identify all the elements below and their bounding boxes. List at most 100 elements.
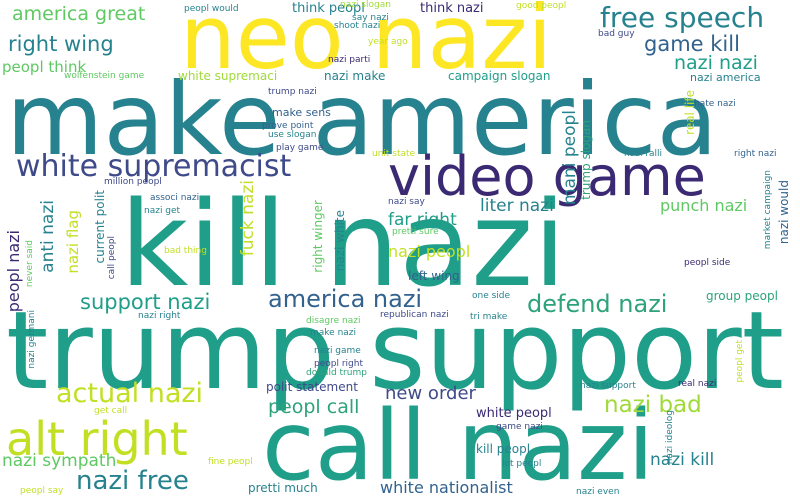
word-far-right: far right: [388, 210, 457, 230]
word-left-wing: left wing: [408, 269, 460, 283]
word-trump-nazi: trump nazi: [268, 87, 317, 97]
word-pretti-sure: pretti sure: [392, 227, 439, 237]
word-nazi-white: nazi white: [333, 210, 347, 272]
word-real-nazi: real nazi: [678, 379, 717, 389]
word-nazi-even: nazi even: [576, 487, 620, 497]
word-campaign-slogan: campaign slogan: [448, 69, 551, 83]
word-liter-nazi: liter nazi: [480, 196, 554, 216]
word-group-peopl: group peopl: [706, 289, 778, 303]
word-real-life: real life: [683, 90, 697, 135]
word-kill-nazi: kill nazi: [120, 175, 567, 313]
word-get-call: get call: [94, 406, 128, 416]
word-right-winger: right winger: [311, 200, 325, 273]
word-trump-support: trump support: [6, 289, 784, 414]
word-bad-guy: bad guy: [598, 29, 635, 39]
word-peopl-get: peopl get: [735, 340, 745, 383]
word-actual-nazi: actual nazi: [56, 378, 204, 409]
word-nazi-nazi: nazi nazi: [674, 52, 758, 74]
word-anti-nazi: anti nazi: [38, 200, 58, 273]
word-hate-nazi: hate nazi: [694, 99, 736, 109]
word-nazi-peopl: nazi peopl: [388, 242, 471, 261]
word-current-polit: current polit: [93, 190, 107, 264]
word-fuck-nazi: fuck nazi: [238, 180, 258, 257]
word-market-campaign: market campaign: [763, 170, 773, 250]
word-wolfenstein-game: wolfenstein game: [64, 71, 145, 81]
word-mani-peopl: mani peopl: [560, 110, 580, 206]
word-donald-trump: donald trump: [306, 368, 367, 378]
word-alt-right: alt right: [6, 412, 188, 466]
word-call-nazi: call nazi: [262, 390, 655, 500]
word-prove-point: prove point: [262, 121, 314, 131]
word-peopl-side: peopl side: [684, 258, 731, 268]
word-play-game: play game: [276, 143, 324, 153]
word-nazi-sympath: nazi sympath: [2, 451, 117, 471]
word-nazi-would: nazi would: [777, 180, 791, 245]
word-kill-peopl: kill peopl: [476, 442, 531, 456]
word-republican-nazi: republican nazi: [380, 310, 449, 320]
word-punch-nazi: punch nazi: [660, 196, 748, 215]
word-right-wing: right wing: [8, 32, 114, 56]
word-never-said: never said: [25, 240, 35, 288]
word-nazi-ideolog: nazi ideolog: [665, 410, 675, 465]
word-video-game: video game: [388, 145, 706, 208]
word-nazi-support: nazi support: [580, 381, 636, 391]
word-nazi-get: nazi get: [144, 206, 181, 216]
word-white-nationalist: white nationalist: [380, 478, 513, 497]
word-pretti-much: pretti much: [248, 481, 318, 495]
word-white-supremaci: white supremaci: [178, 69, 278, 83]
word-new-order: new order: [385, 383, 476, 404]
word-nazi-free: nazi free: [76, 466, 189, 496]
word-lot-peopl: lot peopl: [502, 459, 542, 469]
word-polit-statement: polit statement: [266, 380, 358, 394]
word-nazi-game: nazi game: [314, 346, 361, 356]
word-nazi-say: nazi say: [388, 197, 425, 207]
word-nazi-flag: nazi flag: [64, 210, 82, 274]
word-one-side: one side: [472, 291, 511, 301]
word-game-kill: game kill: [644, 32, 740, 56]
word-nazi-right: nazi right: [138, 311, 181, 321]
word-say-nazi: say nazi: [352, 13, 389, 23]
word-support-nazi: support nazi: [80, 290, 211, 314]
word-year-ago: year ago: [368, 37, 408, 47]
word-america-great: america great: [12, 3, 146, 25]
word-peopl-right: peopl right: [314, 359, 363, 369]
word-unit-state: unit state: [372, 149, 416, 159]
word-free-speech: free speech: [600, 1, 765, 34]
word-think-nazi: think nazi: [420, 1, 484, 16]
word-make-nazi: make nazi: [310, 328, 357, 338]
word-trump-slogan: trump slogan: [579, 120, 593, 200]
word-nazi-kill: nazi kill: [650, 450, 715, 470]
word-good-peopl: good peopl: [516, 1, 567, 11]
word-peopl-call: peopl call: [268, 396, 360, 418]
word-shoot-nazi: shoot nazi: [334, 21, 381, 31]
word-make-sens: make sens: [272, 106, 331, 119]
word-make-america: make america: [6, 61, 718, 178]
word-think-peopl: think peopl: [292, 1, 365, 16]
word-peopl-nazi: peopl nazi: [4, 230, 23, 313]
word-white-supremacist: white supremacist: [16, 149, 292, 184]
word-nazi-ralli: nazi ralli: [624, 149, 663, 159]
word-peopl-think: peopl think: [2, 58, 87, 76]
word-nazi-bad: nazi bad: [604, 392, 702, 418]
word-america-nazi: america nazi: [268, 285, 423, 313]
word-associ-nazi: associ nazi: [150, 193, 200, 203]
word-peopl-say: peopl say: [20, 486, 64, 496]
word-nazi-america: nazi america: [690, 71, 761, 84]
word-nazi-slogan: nazi slogan: [340, 0, 391, 10]
word-right-nazi: right nazi: [734, 149, 777, 159]
word-bad-thing: bad thing: [164, 246, 207, 256]
word-call-peopl: call peopl: [107, 236, 117, 280]
word-tri-make: tri make: [470, 312, 508, 322]
word-peopl-would: peopl would: [184, 4, 239, 14]
word-use-slogan: use slogan: [268, 130, 317, 140]
word-nazi-parti: nazi parti: [328, 55, 371, 65]
word-million-peopl: million peopl: [104, 177, 162, 187]
word-disagre-nazi: disagre nazi: [306, 316, 361, 326]
word-fine-peopl: fine peopl: [208, 457, 253, 467]
word-nazi-germani: nazi germani: [27, 310, 37, 369]
word-nazi-make: nazi make: [324, 69, 386, 83]
word-game-nazi: game nazi: [496, 422, 543, 432]
word-white-peopl: white peopl: [476, 406, 552, 421]
word-defend-nazi: defend nazi: [527, 290, 668, 318]
